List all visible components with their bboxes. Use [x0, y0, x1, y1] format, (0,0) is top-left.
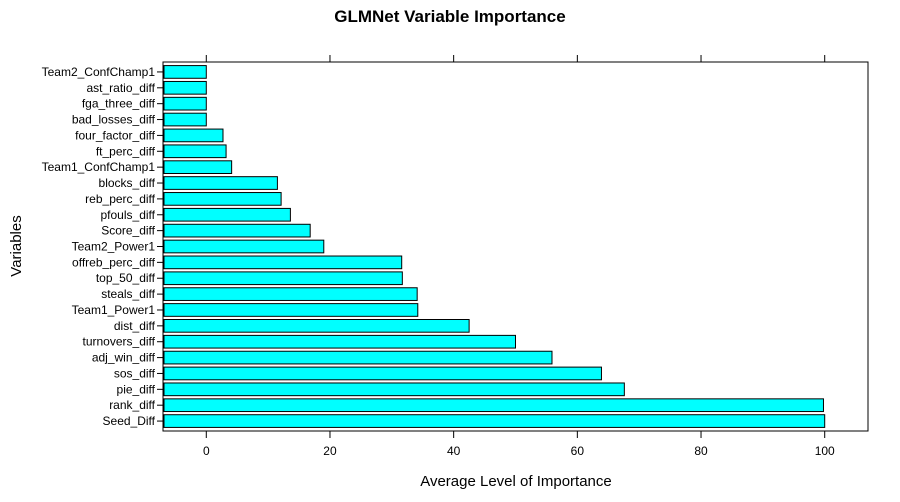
- x-tick-label: 60: [571, 444, 585, 458]
- category-label: top_50_diff: [96, 271, 156, 285]
- category-label: rank_diff: [109, 398, 155, 412]
- bar: [163, 207, 291, 222]
- top-axis-ticks: [205, 55, 826, 62]
- bar: [163, 144, 227, 159]
- bar: [163, 255, 403, 270]
- x-tick-label: 40: [447, 444, 461, 458]
- category-label: Seed_Diff: [103, 414, 156, 428]
- bar: [163, 128, 224, 143]
- category-label: Team2_Power1: [72, 240, 156, 254]
- bar: [163, 398, 824, 413]
- category-label: steals_diff: [101, 287, 155, 301]
- bar: [163, 382, 625, 397]
- category-label: Team1_ConfChamp1: [42, 160, 156, 174]
- category-label: fga_three_diff: [82, 97, 156, 111]
- bottom-axis-ticks: [205, 431, 826, 438]
- category-label: Team2_ConfChamp1: [42, 65, 156, 79]
- bar: [163, 319, 470, 333]
- x-tick-label: 0: [203, 444, 210, 458]
- bar: [163, 414, 826, 428]
- category-label: Score_diff: [101, 224, 155, 238]
- bar: [163, 271, 403, 286]
- bar: [163, 303, 419, 317]
- category-label: dist_diff: [114, 319, 156, 333]
- bar: [163, 366, 602, 381]
- bottom-axis-tick-labels: 0 20 40 60 80 100: [203, 444, 835, 458]
- bar: [163, 223, 311, 238]
- bar: [163, 65, 207, 79]
- bar: [163, 160, 233, 175]
- category-label: reb_perc_diff: [85, 192, 155, 206]
- category-label: pie_diff: [117, 382, 156, 396]
- category-label: ast_ratio_diff: [87, 81, 156, 95]
- bar-series: [163, 65, 826, 428]
- category-label: ft_perc_diff: [96, 144, 156, 158]
- bar: [163, 176, 278, 190]
- bar: [163, 96, 207, 111]
- bar: [163, 112, 207, 127]
- chart-title: GLMNet Variable Importance: [334, 7, 565, 26]
- x-tick-label: 100: [815, 444, 835, 458]
- category-label: offreb_perc_diff: [72, 255, 156, 269]
- category-label: adj_win_diff: [92, 351, 156, 365]
- x-axis-title: Average Level of Importance: [420, 473, 612, 490]
- x-tick-label: 80: [694, 444, 708, 458]
- category-label: bad_losses_diff: [72, 113, 156, 127]
- category-label: blocks_diff: [99, 176, 156, 190]
- bar: [163, 192, 282, 206]
- category-label: turnovers_diff: [83, 335, 156, 349]
- category-ticks: [157, 71, 163, 422]
- category-label: Team1_Power1: [72, 303, 156, 317]
- category-label: pfouls_diff: [101, 208, 156, 222]
- bar: [163, 334, 516, 349]
- category-labels: Team2_ConfChamp1 ast_ratio_diff fga_three_…: [42, 65, 156, 428]
- y-axis-title: Variables: [8, 215, 25, 276]
- x-tick-label: 20: [323, 444, 337, 458]
- bar: [163, 239, 325, 254]
- bar: [163, 350, 553, 365]
- bar: [163, 287, 418, 301]
- category-label: four_factor_diff: [75, 128, 155, 142]
- bar: [163, 80, 207, 95]
- category-label: sos_diff: [114, 366, 156, 380]
